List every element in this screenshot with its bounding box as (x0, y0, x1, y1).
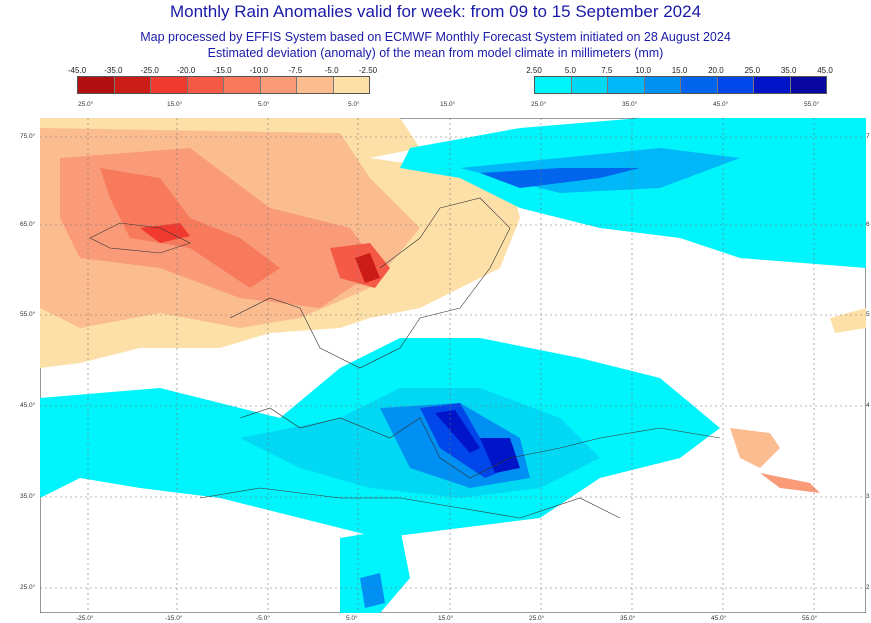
bottom-longitude-label: -15.0° (165, 615, 183, 622)
bottom-longitude-label: 35.0° (620, 615, 636, 622)
top-longitude-label: 45.0° (713, 101, 729, 108)
colorbar-label: 2.50 (526, 66, 542, 75)
bottom-longitude-label: 45.0° (711, 615, 727, 622)
colorbar-label: -15.0 (213, 66, 232, 75)
map-title: Monthly Rain Anomalies valid for week: f… (169, 2, 702, 21)
top-longitude-label: 15.0° (167, 101, 183, 108)
colorbar-swatch (224, 77, 261, 93)
colorbar-label: 20.0 (708, 66, 724, 75)
rain-anomaly-map (40, 118, 866, 613)
colorbar-label: -35.0 (104, 66, 123, 75)
map-subtitle-units: Estimated deviation (anomaly) of the mea… (207, 46, 664, 60)
colorbar-swatch (187, 77, 224, 93)
right-latitude-label: 4 (866, 402, 870, 409)
bottom-longitude-label: 55.0° (802, 615, 818, 622)
colorbar-label: -2.50 (358, 66, 378, 75)
colorbar-swatch (790, 77, 826, 93)
left-latitude-label: 45.0° (20, 402, 36, 409)
right-latitude-label: 5 (866, 311, 870, 318)
colorbar-swatch (754, 77, 791, 93)
bottom-longitude-label: -25.0° (76, 615, 94, 622)
top-longitude-label: 55.0° (804, 101, 820, 108)
colorbar-label: -10.0 (249, 66, 268, 75)
colorbar-swatch (571, 77, 608, 93)
colorbar-swatch (297, 77, 334, 93)
bottom-longitude-label: -5.0° (256, 615, 270, 622)
colorbar-label: -7.5 (288, 66, 303, 75)
colorbar-label: -5.0 (324, 66, 339, 75)
dry-anomaly-areas (40, 118, 866, 493)
positive-colorbar (534, 76, 827, 94)
colorbar-swatch (681, 77, 718, 93)
map-subtitle: Map processed by EFFIS System based on E… (140, 30, 731, 44)
top-longitude-label: 25.0° (78, 101, 94, 108)
colorbar-swatch (151, 77, 188, 93)
colorbar-swatch (260, 77, 297, 93)
left-latitude-label: 65.0° (20, 221, 36, 228)
right-latitude-label: 6 (866, 221, 870, 228)
colorbar-swatch (644, 77, 681, 93)
colorbar-label: 45.0 (817, 66, 833, 75)
colorbar-swatch (608, 77, 645, 93)
colorbar-label: -25.0 (140, 66, 159, 75)
left-latitude-label: 55.0° (20, 311, 36, 318)
colorbar-label: -45.0 (67, 66, 87, 75)
top-longitude-label: 5.0° (258, 101, 270, 108)
colorbar-swatch (333, 77, 369, 93)
bottom-longitude-label: 15.0° (438, 615, 454, 622)
colorbar-label: 10.0 (635, 66, 651, 75)
left-latitude-label: 25.0° (20, 584, 36, 591)
colorbar-swatch (114, 77, 151, 93)
right-latitude-label: 7 (866, 133, 870, 140)
top-longitude-label: 35.0° (622, 101, 638, 108)
top-longitude-label: 5.0° (348, 101, 360, 108)
right-latitude-label: 2 (866, 584, 870, 591)
negative-colorbar (77, 76, 370, 94)
colorbar-label: -20.0 (177, 66, 196, 75)
colorbar-label: 5.0 (564, 66, 576, 75)
colorbar-swatch (78, 77, 115, 93)
colorbar-label: 15.0 (671, 66, 688, 75)
colorbar-swatch (535, 77, 572, 93)
left-latitude-label: 75.0° (20, 133, 36, 140)
top-longitude-label: 25.0° (531, 101, 547, 108)
left-latitude-label: 35.0° (20, 493, 36, 500)
top-longitude-label: 15.0° (440, 101, 456, 108)
right-latitude-label: 3 (866, 493, 870, 500)
colorbar-label: 25.0 (744, 66, 761, 75)
colorbar-label: 7.5 (601, 66, 613, 75)
bottom-longitude-label: 25.0° (529, 615, 545, 622)
colorbar-swatch (717, 77, 754, 93)
colorbar-label: 35.0 (780, 66, 797, 75)
coastlines (89, 197, 721, 519)
bottom-longitude-label: 5.0° (346, 615, 358, 622)
